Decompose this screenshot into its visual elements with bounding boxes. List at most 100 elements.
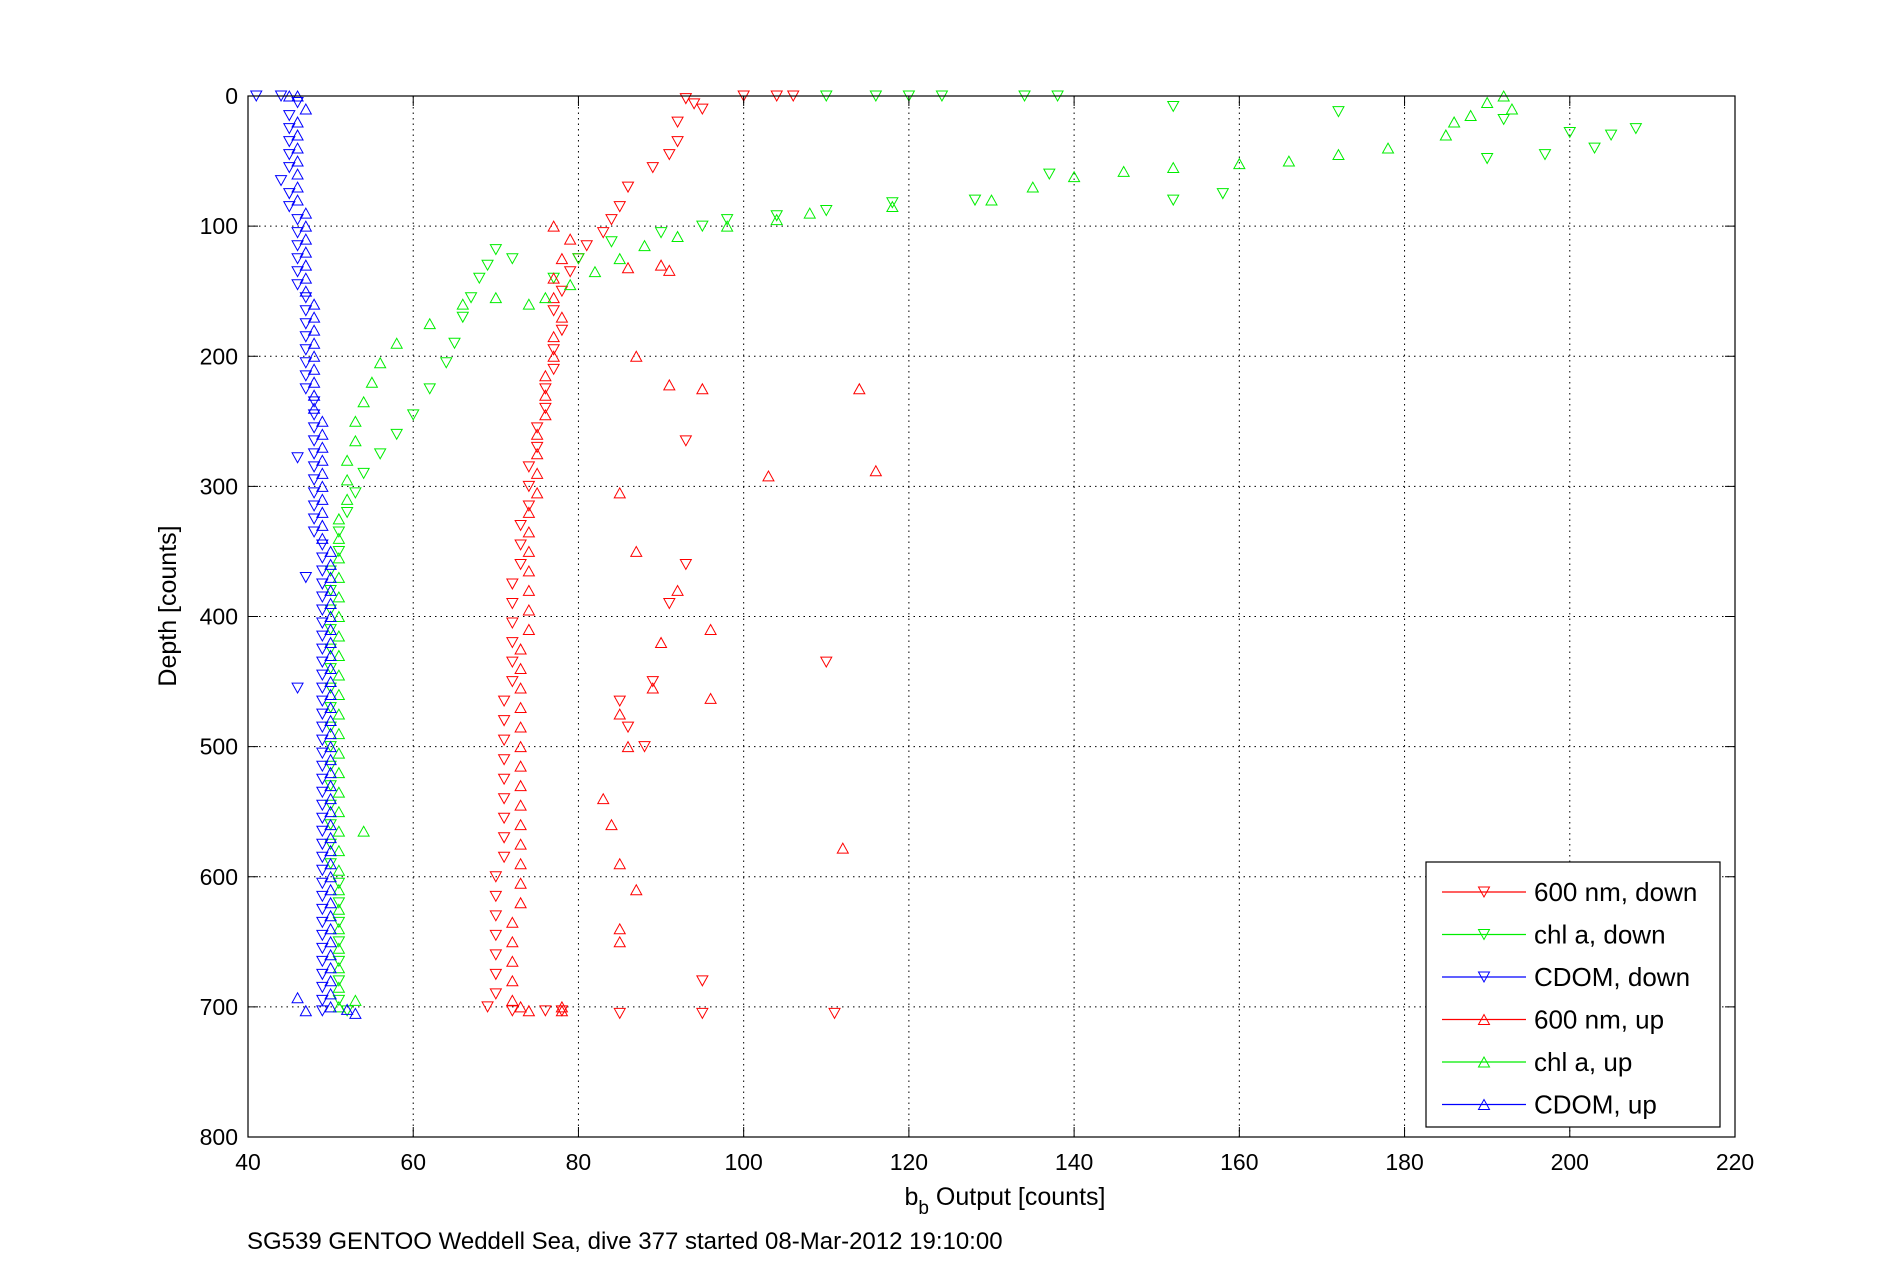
legend-marker <box>1477 886 1491 898</box>
tick-labels: 40 60 80 100 120 140 160 180 200 220 0 100 200 300 400… <box>200 83 1755 1175</box>
data-point <box>316 656 329 669</box>
data-point <box>324 792 337 805</box>
data-point <box>324 688 337 701</box>
data-point <box>291 181 304 193</box>
data-point <box>1588 142 1601 155</box>
data-point <box>1166 194 1180 207</box>
data-point <box>613 935 627 948</box>
data-point <box>316 838 329 851</box>
data-point <box>291 142 304 154</box>
data-point <box>572 253 585 265</box>
data-point <box>340 506 354 519</box>
data-point <box>282 123 296 135</box>
data-point <box>555 252 569 265</box>
data-point <box>316 467 329 479</box>
data-point <box>332 936 346 948</box>
data-point <box>514 519 527 532</box>
data-point <box>605 818 618 831</box>
data-point <box>282 136 296 148</box>
data-point <box>646 676 660 688</box>
data-point <box>1604 129 1618 142</box>
data-point <box>307 311 321 323</box>
y-tick-label: 700 <box>200 994 238 1020</box>
data-point <box>605 214 618 226</box>
data-point <box>324 844 337 857</box>
data-point <box>390 337 404 349</box>
data-point <box>332 922 346 935</box>
data-point <box>282 149 296 161</box>
data-point <box>514 818 527 831</box>
data-point <box>497 851 511 864</box>
data-point <box>282 110 296 122</box>
data-point <box>497 754 511 766</box>
data-point <box>332 981 346 993</box>
data-point <box>307 409 321 421</box>
data-point <box>696 382 709 395</box>
data-point <box>332 649 346 661</box>
data-point <box>291 240 304 252</box>
data-point <box>547 330 561 343</box>
data-point <box>307 513 321 525</box>
data-point <box>324 753 337 766</box>
data-point <box>365 376 379 388</box>
data-point <box>324 558 337 570</box>
data-point <box>489 871 503 883</box>
data-point <box>332 545 346 558</box>
data-point <box>563 278 577 291</box>
data-point <box>316 708 329 721</box>
data-point <box>324 714 337 727</box>
data-point <box>316 604 329 616</box>
data-point <box>340 1005 354 1017</box>
data-point <box>316 968 329 981</box>
data-point <box>472 272 486 285</box>
data-point <box>316 630 329 642</box>
data-point <box>349 434 362 447</box>
data-point <box>522 584 536 596</box>
data-point <box>621 261 635 274</box>
x-tick-label: 120 <box>890 1149 928 1175</box>
x-tick-label: 60 <box>400 1149 426 1175</box>
legend-label: chl a, up <box>1534 1047 1632 1077</box>
y-tick-label: 200 <box>200 343 238 369</box>
data-point <box>324 870 337 883</box>
data-point <box>332 975 346 987</box>
data-point <box>522 525 536 538</box>
data-point <box>316 916 329 929</box>
data-point <box>291 279 304 291</box>
data-point <box>373 448 387 460</box>
data-point <box>530 467 544 479</box>
data-point <box>307 396 321 408</box>
series-4 <box>332 90 1519 1013</box>
data-point <box>291 155 304 167</box>
x-axis-label-main: b <box>905 1183 919 1211</box>
data-point <box>324 565 337 577</box>
data-point <box>324 760 337 773</box>
data-point <box>340 493 354 505</box>
data-point <box>324 896 337 909</box>
data-point <box>349 994 362 1006</box>
data-point <box>530 422 544 434</box>
data-point <box>456 311 470 324</box>
x-tick-label: 200 <box>1551 1149 1589 1175</box>
data-point <box>291 991 304 1004</box>
x-tick-label: 80 <box>566 1149 592 1175</box>
data-point <box>316 760 329 773</box>
data-point <box>497 773 511 786</box>
data-point <box>332 1000 346 1013</box>
legend-marker <box>1477 971 1491 983</box>
data-point <box>324 571 337 583</box>
data-point <box>316 721 329 734</box>
data-point <box>299 272 313 284</box>
data-point <box>497 734 511 747</box>
data-point <box>547 350 561 362</box>
data-point <box>332 532 346 544</box>
data-point <box>316 942 329 955</box>
data-point <box>291 97 304 109</box>
data-point <box>539 389 552 401</box>
data-point <box>316 643 329 656</box>
data-point <box>324 545 337 557</box>
data-point <box>324 799 337 812</box>
data-point <box>489 291 503 304</box>
legend-marker <box>1477 1098 1491 1110</box>
data-point <box>324 604 337 616</box>
